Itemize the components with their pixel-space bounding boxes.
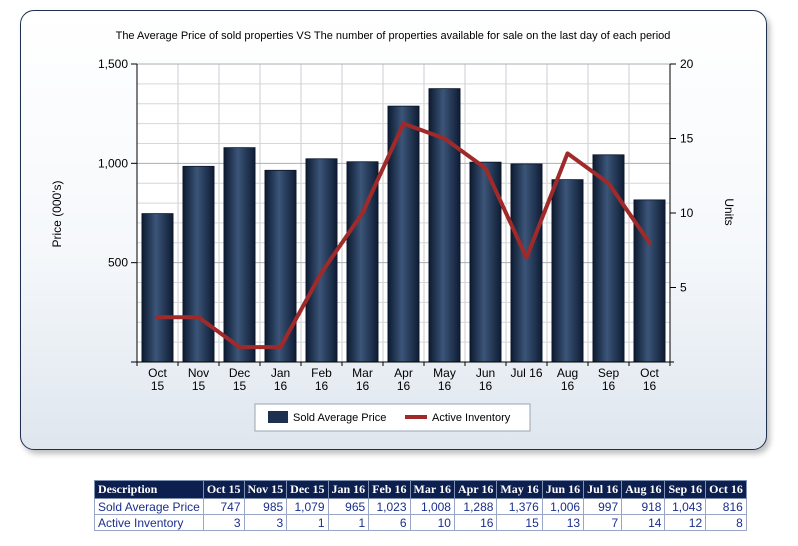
table-cell: 16 <box>453 514 498 531</box>
point-active-inventory <box>278 345 283 349</box>
table-header-cell: Sep 16 <box>664 480 707 499</box>
table-header-cell: Aug 16 <box>621 480 666 499</box>
table-header-cell: May 16 <box>496 480 543 499</box>
point-active-inventory <box>401 122 406 126</box>
table-header-cell: Mar 16 <box>409 480 455 499</box>
bar-sold-average-price <box>551 179 584 363</box>
x-tick-label: Aug 16 <box>557 366 578 393</box>
x-tick-label: Jan 16 <box>271 366 290 393</box>
table-header-cell: Oct 15 <box>202 480 245 499</box>
table-cell: 15 <box>496 514 543 531</box>
y-tick-label: 1,000 <box>98 156 128 170</box>
table-header-cell: Apr 16 <box>453 480 498 499</box>
bar-sold-average-price <box>264 169 297 363</box>
bar-sold-average-price <box>182 165 215 363</box>
x-tick-label: Nov 15 <box>188 366 209 393</box>
point-active-inventory <box>155 315 160 319</box>
legend-swatch-active-inventory <box>405 415 427 419</box>
table-cell: 1,008 <box>409 498 455 515</box>
table-header-cell: Nov 15 <box>243 480 288 499</box>
table-header-row: Description Oct 15 Nov 15 Dec 15 Jan 16 Feb 1… <box>94 480 747 499</box>
x-tick-label: May 16 <box>433 366 456 393</box>
table-cell: 965 <box>327 498 370 515</box>
table-header-cell: Description <box>94 480 204 499</box>
x-tick-label: Apr 16 <box>394 366 413 393</box>
table-header-cell: Jun 16 <box>541 480 585 499</box>
table-row-label: Active Inventory <box>94 514 204 531</box>
bar-sold-average-price <box>141 213 174 363</box>
table-cell: 997 <box>583 498 623 515</box>
point-active-inventory <box>237 345 242 349</box>
y-tick-label: 1,500 <box>98 57 128 71</box>
y2-axis-label: Units <box>722 198 736 225</box>
y2-tick-label: 15 <box>680 132 694 146</box>
table-header-cell: Oct 16 <box>705 480 747 499</box>
legend-label-sold-average-price: Sold Average Price <box>293 412 386 424</box>
x-tick-label: Sep 16 <box>598 366 620 393</box>
table-cell: 6 <box>368 514 411 531</box>
legend-label-active-inventory: Active Inventory <box>432 412 511 424</box>
point-active-inventory <box>196 315 201 319</box>
x-tick-label: Oct 15 <box>148 366 167 393</box>
table-cell: 747 <box>202 498 245 515</box>
table-header-cell: Jul 16 <box>583 480 623 499</box>
x-tick-label: Dec 15 <box>229 366 250 393</box>
bar-sold-average-price <box>592 154 625 363</box>
x-tick-label: Jul 16 <box>510 366 542 380</box>
table-cell: 1,288 <box>453 498 498 515</box>
y2-tick-label: 5 <box>680 281 687 295</box>
legend: Sold Average Price Active Inventory <box>254 403 531 432</box>
table-cell: 13 <box>541 514 585 531</box>
x-tick-label: Jun 16 <box>476 366 495 393</box>
point-active-inventory <box>483 166 488 170</box>
point-active-inventory <box>565 151 570 155</box>
legend-swatch-sold-average-price <box>268 411 288 423</box>
x-tick-label: Mar 16 <box>352 366 373 393</box>
table-cell: 985 <box>243 498 288 515</box>
x-tick-label: Oct 16 <box>640 366 659 393</box>
y2-tick-label: 10 <box>680 206 694 220</box>
table-cell: 10 <box>409 514 455 531</box>
y-tick-label: 500 <box>108 256 128 270</box>
table-header-cell: Feb 16 <box>368 480 411 499</box>
data-table: Description Oct 15 Nov 15 Dec 15 Jan 16 Feb 1… <box>94 480 747 531</box>
table-cell: 3 <box>243 514 288 531</box>
table-header-cell: Dec 15 <box>286 480 329 499</box>
table-cell: 1,006 <box>541 498 585 515</box>
point-active-inventory <box>360 211 365 215</box>
table-cell: 1,079 <box>286 498 329 515</box>
table-cell: 3 <box>202 514 245 531</box>
bar-sold-average-price <box>305 158 338 363</box>
table-cell: 1 <box>327 514 370 531</box>
table-cell: 1,043 <box>664 498 707 515</box>
table-cell: 12 <box>664 514 707 531</box>
point-active-inventory <box>442 136 447 141</box>
y2-tick-label: 20 <box>680 57 694 71</box>
table-cell: 1 <box>286 514 329 531</box>
table-header-cell: Jan 16 <box>327 480 370 499</box>
point-active-inventory <box>319 271 324 275</box>
table-cell: 14 <box>621 514 666 531</box>
bar-sold-average-price <box>428 88 461 363</box>
table-row: Active Inventory 3 3 1 1 6 10 16 15 13 7 14 12 8 <box>94 514 747 531</box>
table-cell: 8 <box>705 514 747 531</box>
table-cell: 7 <box>583 514 623 531</box>
table-cell: 1,023 <box>368 498 411 515</box>
table-cell: 1,376 <box>496 498 543 515</box>
chart-title: The Average Price of sold properties VS … <box>116 30 671 42</box>
table-row-label: Sold Average Price <box>94 498 204 515</box>
y-axis-label: Price (000's) <box>50 181 64 248</box>
table-cell: 918 <box>621 498 666 515</box>
table-cell: 816 <box>705 498 747 515</box>
bar-sold-average-price <box>510 163 543 363</box>
x-tick-label: Feb 16 <box>311 366 332 393</box>
point-active-inventory <box>524 256 529 260</box>
point-active-inventory <box>647 241 652 245</box>
point-active-inventory <box>606 181 611 185</box>
table-row: Sold Average Price 747 985 1,079 965 1,023 1,0… <box>94 498 747 515</box>
bar-sold-average-price <box>223 147 256 363</box>
